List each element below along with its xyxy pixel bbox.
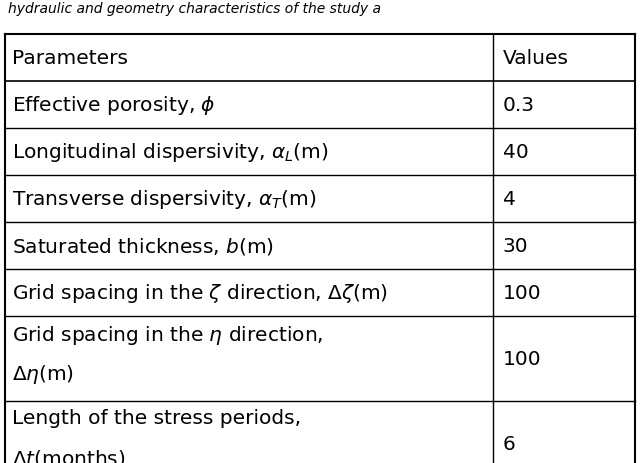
Text: Length of the stress periods,: Length of the stress periods, [12, 408, 301, 427]
Text: Grid spacing in the $\zeta$ direction, $\Delta\zeta$(m): Grid spacing in the $\zeta$ direction, $… [12, 282, 388, 304]
Text: Grid spacing in the $\eta$ direction,: Grid spacing in the $\eta$ direction, [12, 323, 323, 346]
Text: 100: 100 [503, 349, 541, 368]
Text: 40: 40 [503, 143, 529, 162]
Text: Values: Values [503, 49, 569, 68]
Text: 30: 30 [503, 237, 529, 256]
Text: 4: 4 [503, 189, 516, 208]
Text: $\Delta t$(months): $\Delta t$(months) [12, 447, 125, 463]
Text: 6: 6 [503, 434, 516, 453]
Text: 0.3: 0.3 [503, 96, 535, 115]
Text: Effective porosity, $\phi$: Effective porosity, $\phi$ [12, 94, 215, 117]
Text: Transverse dispersivity, $\alpha_T$(m): Transverse dispersivity, $\alpha_T$(m) [12, 188, 316, 211]
Text: Saturated thickness, $b$(m): Saturated thickness, $b$(m) [12, 236, 273, 257]
Text: $\Delta\eta$(m): $\Delta\eta$(m) [12, 362, 74, 385]
Text: 100: 100 [503, 283, 541, 302]
Text: Longitudinal dispersivity, $\alpha_L$(m): Longitudinal dispersivity, $\alpha_L$(m) [12, 141, 328, 163]
Text: hydraulic and geometry characteristics of the study a: hydraulic and geometry characteristics o… [8, 2, 381, 16]
Text: Parameters: Parameters [12, 49, 127, 68]
